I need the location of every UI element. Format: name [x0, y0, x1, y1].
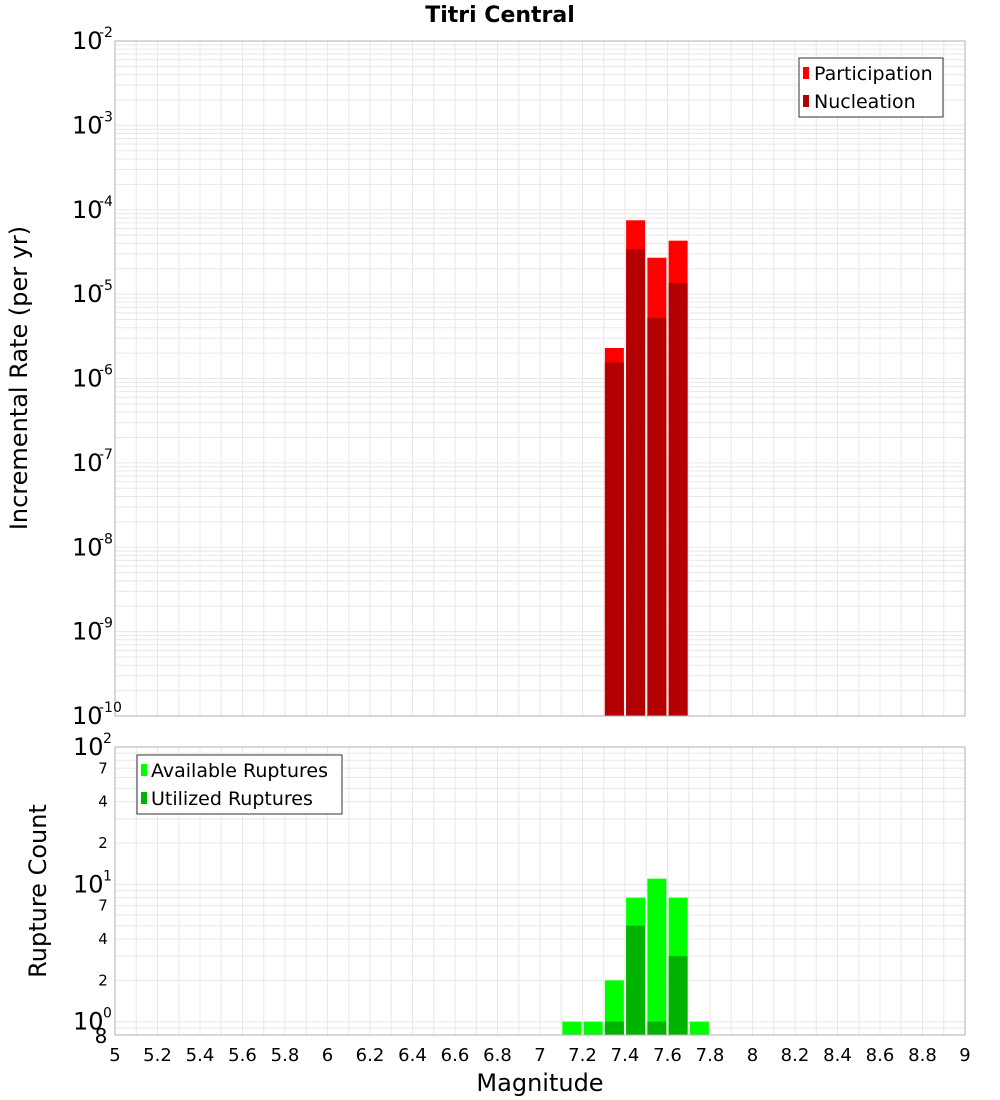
top-y-tick-base: 10 [72, 702, 103, 730]
nucleation-bar [604, 362, 624, 716]
x-tick-label: 5 [109, 1045, 120, 1066]
top-y-tick-labels: 10-210-310-410-510-610-710-810-910-10 [72, 25, 122, 730]
x-tick-label: 5.8 [271, 1045, 300, 1066]
available-bar [562, 1021, 582, 1035]
top-y-tick-base: 10 [72, 449, 103, 477]
bottom-y-tick-exponent: 2 [103, 731, 112, 747]
bottom-y-minor-tick: 2 [98, 834, 108, 852]
bottom-y-tick-base: 10 [73, 870, 104, 898]
top-legend-box [798, 57, 944, 118]
x-axis-label: Magnitude [476, 1069, 603, 1097]
available-bar [604, 980, 624, 1035]
bottom-y-minor-tick: 7 [98, 759, 108, 777]
legend-utilized: Utilized Ruptures [151, 788, 313, 810]
available-bar [583, 1021, 603, 1035]
x-tick-label: 7 [534, 1045, 545, 1066]
bottom-y-tick-base: 10 [73, 1008, 104, 1036]
top-y-tick-base: 10 [72, 27, 103, 55]
bottom-y-minor-tick: 7 [98, 897, 108, 915]
top-plot-frame [114, 40, 966, 717]
nucleation-swatch [803, 95, 809, 107]
x-tick-label: 8.2 [781, 1045, 810, 1066]
x-tick-label: 6.4 [398, 1045, 427, 1066]
top-y-tick-exponent: -8 [99, 531, 113, 547]
x-tick-label: 7.6 [653, 1045, 682, 1066]
chart-title: Titri Central [425, 3, 575, 28]
bottom-y-minor-tick: 2 [98, 971, 108, 989]
x-tick-label: 8.8 [908, 1045, 937, 1066]
legend-nucleation: Nucleation [814, 91, 916, 113]
bottom-plot-bars [562, 878, 709, 1035]
x-tick-label: 7.8 [696, 1045, 725, 1066]
top-y-tick-exponent: -6 [99, 363, 113, 379]
available-bar [647, 878, 667, 1035]
utilized-bar [668, 956, 688, 1035]
top-y-tick-exponent: -2 [99, 25, 113, 41]
top-y-tick-exponent: -9 [99, 616, 113, 632]
x-tick-label: 6.2 [356, 1045, 385, 1066]
utilized-bar [647, 1021, 667, 1035]
x-tick-label: 7.2 [568, 1045, 597, 1066]
top-y-tick-base: 10 [72, 365, 103, 393]
bottom-y-tick-bottom: 8 [95, 1024, 108, 1048]
participation-swatch [803, 67, 809, 79]
x-tick-label: 9 [959, 1045, 970, 1066]
top-plot-bars [604, 220, 688, 717]
x-tick-labels: 5 5.2 5.4 5.6 5.8 6 6.2 6.4 6.6 6.8 7 7.2 7.4 7.6 7.8 8… [109, 1045, 970, 1066]
legend-available: Available Ruptures [151, 760, 328, 782]
top-y-tick-exponent: -5 [99, 278, 113, 294]
nucleation-bar [668, 283, 688, 716]
bottom-y-axis-label: Rupture Count [24, 804, 52, 978]
x-tick-label: 6 [322, 1045, 333, 1066]
top-y-tick-exponent: -10 [99, 700, 122, 716]
x-tick-label: 8.4 [823, 1045, 852, 1066]
available-swatch [141, 764, 147, 776]
x-tick-label: 6.6 [441, 1045, 470, 1066]
utilized-swatch [141, 792, 147, 804]
top-y-tick-exponent: -4 [99, 194, 113, 210]
top-y-tick-base: 10 [72, 196, 103, 224]
legend-participation: Participation [814, 63, 933, 85]
x-tick-label: 5.6 [228, 1045, 257, 1066]
nucleation-bar [647, 318, 667, 716]
x-tick-label: 5.2 [143, 1045, 172, 1066]
top-y-tick-exponent: -3 [99, 109, 113, 125]
top-y-tick-base: 10 [72, 280, 103, 308]
bottom-legend: Available Ruptures Utilized Ruptures [136, 754, 343, 815]
bottom-plot-frame [114, 746, 966, 1036]
x-tick-label: 7.4 [611, 1045, 640, 1066]
bottom-legend-box [136, 754, 343, 815]
top-y-axis-label: Incremental Rate (per yr) [5, 226, 33, 530]
utilized-bar [604, 1021, 624, 1035]
x-tick-label: 6.8 [483, 1045, 512, 1066]
top-legend: Participation Nucleation [798, 57, 944, 118]
top-y-tick-base: 10 [72, 533, 103, 561]
top-y-tick-base: 10 [72, 111, 103, 139]
bottom-y-minor-tick: 4 [98, 930, 108, 948]
bottom-y-tick-exponent: 1 [103, 868, 112, 884]
top-plot-grid [114, 41, 966, 717]
nucleation-bar [626, 249, 646, 716]
bottom-y-tick-base: 10 [73, 733, 104, 761]
x-tick-label: 8 [747, 1045, 758, 1066]
x-tick-label: 8.6 [866, 1045, 895, 1066]
top-y-tick-base: 10 [72, 618, 103, 646]
available-bar [689, 1021, 709, 1035]
x-tick-label: 5.4 [186, 1045, 215, 1066]
top-y-tick-exponent: -7 [99, 447, 113, 463]
utilized-bar [626, 925, 646, 1035]
bottom-y-minor-tick: 4 [98, 793, 108, 811]
bottom-y-tick-exponent: 0 [103, 1006, 112, 1022]
